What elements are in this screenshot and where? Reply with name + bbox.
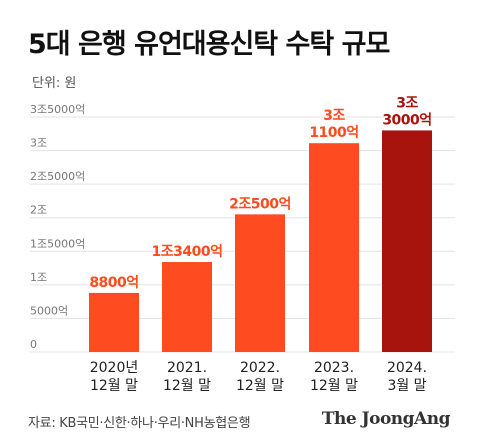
y-tick-label: 2조 bbox=[30, 204, 47, 217]
brand-logo: The JoongAng bbox=[322, 409, 450, 429]
value-label: 3조 bbox=[323, 108, 345, 124]
x-tick-label: 2024. bbox=[387, 360, 427, 376]
source-note: 자료: KB국민·신한·하나·우리·NH농협은행 bbox=[28, 412, 250, 431]
bar-0 bbox=[89, 293, 139, 352]
value-label: 1조3400억 bbox=[152, 244, 223, 260]
x-tick-label: 3월 말 bbox=[387, 378, 426, 394]
y-tick-label: 5000억 bbox=[30, 304, 68, 317]
x-tick-label: 2020년 bbox=[90, 360, 139, 376]
x-axis-ticks: 2020년 12월 말 2021. 12월 말 2022. 12월 말 2023. 12월 말… bbox=[90, 360, 427, 394]
x-tick-label: 2023. bbox=[314, 360, 354, 376]
y-tick-label: 3조5000억 bbox=[30, 103, 85, 116]
bar-3 bbox=[309, 143, 359, 352]
y-tick-label: 1조5000억 bbox=[30, 237, 85, 250]
bar-4 bbox=[382, 130, 432, 352]
x-tick-label: 2022. bbox=[240, 360, 280, 376]
x-tick-label: 12월 말 bbox=[90, 378, 138, 394]
x-tick-label: 12월 말 bbox=[236, 378, 284, 394]
value-label: 1100억 bbox=[309, 125, 358, 141]
x-tick-label: 12월 말 bbox=[310, 378, 358, 394]
bar-1 bbox=[162, 262, 212, 352]
x-tick-label: 12월 말 bbox=[163, 378, 211, 394]
y-tick-label: 3조 bbox=[30, 137, 47, 150]
y-tick-label: 1조 bbox=[30, 271, 47, 284]
y-tick-label: 2조5000억 bbox=[30, 170, 85, 183]
y-tick-label: 0 bbox=[30, 338, 37, 351]
bar-2 bbox=[235, 214, 285, 352]
value-label: 3조 bbox=[396, 95, 418, 111]
value-label: 2조500억 bbox=[229, 196, 291, 212]
x-tick-label: 2021. bbox=[167, 360, 207, 376]
y-axis-ticks: 0 5000억 1조 1조5000억 2조 2조5000억 3조 3조5000억 bbox=[30, 103, 85, 351]
value-label: 3000억 bbox=[382, 112, 431, 128]
value-label: 8800억 bbox=[89, 275, 138, 291]
